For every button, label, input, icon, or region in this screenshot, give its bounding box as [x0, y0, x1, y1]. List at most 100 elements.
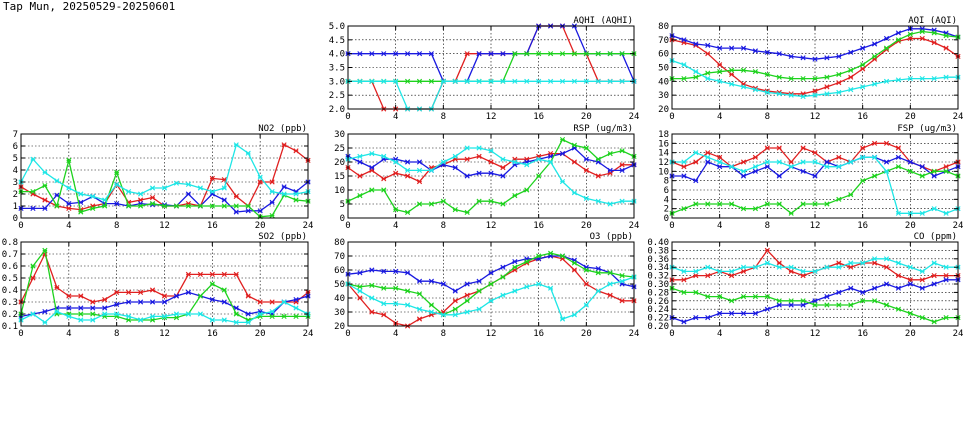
data-point	[848, 67, 854, 73]
data-point	[464, 298, 470, 304]
data-point	[871, 41, 878, 47]
data-point	[883, 140, 890, 146]
y-tick-label: 0.28	[647, 288, 669, 298]
data-point	[369, 78, 375, 84]
data-point	[619, 148, 625, 154]
data-point	[836, 154, 842, 160]
y-tick-label: 4.5	[329, 36, 345, 46]
data-point	[500, 292, 506, 298]
data-point	[559, 78, 566, 84]
data-point	[871, 260, 878, 266]
data-point	[512, 193, 518, 199]
data-point	[536, 253, 542, 259]
y-tick-label: 0	[664, 214, 669, 224]
data-point	[619, 78, 625, 84]
y-tick-label: 0.26	[647, 297, 669, 307]
data-point	[764, 159, 770, 165]
data-point	[764, 247, 770, 253]
data-point	[907, 168, 913, 174]
data-point	[66, 201, 72, 207]
data-point	[54, 309, 60, 315]
data-point	[943, 277, 949, 283]
data-point	[895, 273, 902, 279]
data-point	[488, 198, 494, 204]
data-point	[583, 78, 589, 84]
data-point	[173, 293, 180, 299]
data-point	[559, 316, 566, 322]
data-point	[907, 35, 913, 42]
data-point	[883, 264, 890, 270]
data-point	[871, 53, 878, 60]
data-point	[836, 164, 842, 170]
x-tick-label: 12	[486, 329, 497, 339]
data-point	[919, 285, 925, 291]
data-point	[705, 51, 711, 57]
data-point	[102, 305, 108, 311]
data-point	[740, 264, 747, 270]
data-point	[381, 312, 387, 318]
x-tick-label: 12	[486, 112, 497, 122]
data-point	[393, 285, 399, 291]
data-point	[717, 164, 723, 170]
data-point	[728, 81, 735, 87]
data-point	[66, 205, 72, 211]
data-point	[404, 167, 411, 173]
data-point	[393, 268, 399, 274]
data-point	[102, 197, 108, 203]
data-point	[860, 145, 866, 151]
data-point	[812, 56, 818, 62]
data-point	[800, 145, 806, 151]
data-point	[812, 159, 818, 165]
data-point	[233, 203, 239, 209]
data-point	[571, 78, 578, 84]
data-point	[705, 75, 711, 82]
data-point	[488, 298, 494, 304]
y-tick-label: 0.22	[647, 314, 669, 324]
data-point	[681, 268, 687, 274]
data-point	[800, 159, 806, 165]
data-point	[281, 184, 287, 190]
data-point	[209, 271, 215, 277]
data-point	[233, 193, 239, 199]
data-point	[476, 278, 482, 284]
data-point	[812, 75, 818, 82]
y-tick-label: 0	[13, 214, 18, 224]
data-point	[102, 203, 108, 209]
data-point	[137, 317, 144, 323]
x-tick-label: 8	[441, 221, 446, 231]
data-point	[126, 289, 132, 295]
x-tick-label: 4	[717, 329, 722, 339]
data-point	[571, 260, 578, 266]
data-point	[824, 201, 830, 207]
data-point	[919, 277, 925, 283]
data-point	[728, 298, 735, 304]
data-point	[824, 302, 830, 308]
data-point	[209, 281, 215, 287]
x-tick-label: 8	[114, 221, 119, 231]
data-point	[860, 154, 866, 160]
data-point	[919, 315, 925, 321]
y-tick-label: 2	[13, 190, 18, 200]
x-tick-label: 24	[953, 221, 964, 231]
data-point	[943, 168, 949, 174]
x-tick-label: 12	[810, 221, 821, 231]
data-point	[524, 284, 530, 290]
data-point	[42, 183, 48, 189]
data-point	[824, 294, 830, 300]
x-tick-label: 16	[857, 329, 868, 339]
data-point	[381, 268, 387, 274]
data-point	[197, 311, 203, 317]
data-point	[607, 281, 613, 287]
data-point	[931, 206, 937, 212]
data-point	[740, 268, 747, 274]
data-point	[752, 206, 759, 212]
data-point	[871, 285, 878, 291]
data-point	[393, 159, 399, 165]
data-point	[547, 153, 554, 159]
data-point	[607, 292, 613, 298]
data-point	[369, 309, 375, 315]
x-tick-label: 24	[629, 221, 640, 231]
data-point	[824, 159, 830, 165]
data-point	[357, 284, 363, 290]
